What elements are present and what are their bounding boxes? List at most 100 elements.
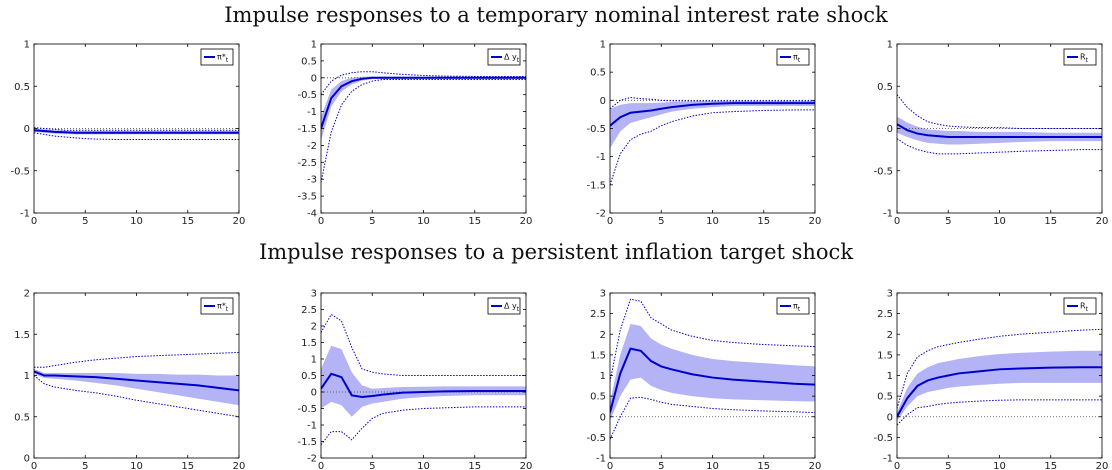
x-tick-label: 15 bbox=[181, 461, 194, 470]
x-tick-label: 20 bbox=[233, 216, 246, 227]
legend: Rt bbox=[1063, 297, 1097, 315]
irf-panel-r1c4: 0 5 10 15 20 -1 -0.5 0 0.5 1 Rt bbox=[873, 40, 1108, 228]
y-tick-label: 0.5 bbox=[590, 68, 606, 79]
y-tick-label: 2.5 bbox=[301, 305, 317, 316]
y-tick-label: 3 bbox=[311, 289, 317, 300]
legend-label: π*t bbox=[217, 53, 229, 65]
y-tick-label: 1.5 bbox=[301, 338, 317, 349]
y-tick-label: 0.5 bbox=[14, 412, 30, 423]
median-response-line bbox=[610, 347, 815, 413]
x-tick-label: 5 bbox=[658, 216, 664, 227]
x-tick-label: 15 bbox=[757, 461, 770, 470]
legend-label: Δ yt bbox=[504, 53, 520, 65]
x-tick-label: 10 bbox=[130, 461, 143, 470]
y-tick-label: 2.5 bbox=[590, 309, 606, 320]
legend-box bbox=[1063, 48, 1097, 66]
y-tick-label: -3 bbox=[307, 175, 317, 186]
y-tick-label: 0 bbox=[24, 454, 30, 465]
legend: π*t bbox=[200, 48, 234, 66]
band-90-upper-line bbox=[321, 313, 526, 376]
irf-panel-r2c1: 0 5 10 15 20 0 0.5 1 1.5 2 π*t bbox=[14, 289, 245, 470]
x-tick-label: 10 bbox=[417, 461, 430, 470]
median-response-line bbox=[321, 372, 526, 398]
x-tick-label: 5 bbox=[945, 216, 951, 227]
x-tick-label: 20 bbox=[1096, 461, 1109, 470]
legend-label: πt bbox=[793, 302, 801, 314]
y-tick-label: 0.5 bbox=[877, 392, 893, 403]
legend-box bbox=[200, 48, 234, 66]
y-tick-label: -0.5 bbox=[10, 166, 30, 177]
credible-band-68 bbox=[610, 100, 815, 149]
band-90-lower-line bbox=[610, 396, 815, 440]
axes-box bbox=[609, 43, 816, 214]
y-tick-label: -2 bbox=[307, 141, 317, 152]
y-tick-label: 2 bbox=[600, 330, 606, 341]
y-tick-label: 1.5 bbox=[877, 350, 893, 361]
y-tick-label: 0 bbox=[600, 96, 606, 107]
y-tick-label: 0 bbox=[24, 124, 30, 135]
band-90-upper-line bbox=[610, 298, 815, 382]
axes-box bbox=[320, 43, 527, 214]
band-90-upper-line bbox=[34, 351, 239, 368]
y-tick-label: 1 bbox=[600, 371, 606, 382]
x-tick-label: 5 bbox=[945, 461, 951, 470]
credible-band-68 bbox=[34, 368, 239, 406]
x-tick-label: 15 bbox=[1044, 461, 1057, 470]
x-tick-label: 20 bbox=[809, 216, 822, 227]
x-tick-label: 10 bbox=[993, 216, 1006, 227]
x-tick-label: 10 bbox=[130, 216, 143, 227]
legend-box bbox=[487, 297, 521, 315]
legend: πt bbox=[776, 297, 810, 315]
y-tick-label: -1.5 bbox=[297, 437, 317, 448]
y-tick-label: -0.5 bbox=[297, 404, 317, 415]
x-tick-label: 5 bbox=[82, 216, 88, 227]
y-tick-label: -0.5 bbox=[873, 166, 893, 177]
y-tick-label: -4 bbox=[307, 209, 317, 220]
y-tick-label: 0.5 bbox=[14, 82, 30, 93]
y-tick-label: -1 bbox=[883, 454, 893, 465]
median-response-line bbox=[34, 129, 239, 134]
legend-label: π*t bbox=[217, 302, 229, 314]
y-tick-label: 0 bbox=[311, 73, 317, 84]
x-tick-label: 0 bbox=[894, 461, 900, 470]
y-tick-label: -1 bbox=[20, 209, 30, 220]
y-tick-label: -2 bbox=[596, 209, 606, 220]
band-90-lower-line bbox=[897, 138, 1102, 155]
legend-box bbox=[487, 48, 521, 66]
band-90-upper-line bbox=[610, 97, 815, 110]
legend-box bbox=[776, 297, 810, 315]
legend-box bbox=[776, 48, 810, 66]
y-tick-label: 1.5 bbox=[14, 330, 30, 341]
x-tick-label: 15 bbox=[468, 216, 481, 227]
y-tick-label: -1 bbox=[596, 152, 606, 163]
y-tick-label: 0.5 bbox=[301, 371, 317, 382]
x-tick-label: 0 bbox=[607, 461, 613, 470]
legend: π*t bbox=[200, 297, 234, 315]
irf-panel-r1c1: 0 5 10 15 20 -1 -0.5 0 0.5 1 π*t bbox=[10, 40, 245, 228]
x-tick-label: 15 bbox=[757, 216, 770, 227]
y-tick-label: 1 bbox=[887, 371, 893, 382]
y-tick-label: -0.5 bbox=[297, 90, 317, 101]
credible-band-68 bbox=[321, 345, 526, 417]
legend-label: πt bbox=[793, 53, 801, 65]
x-tick-label: 10 bbox=[417, 216, 430, 227]
credible-band-68 bbox=[897, 350, 1102, 421]
x-tick-label: 20 bbox=[809, 461, 822, 470]
legend: πt bbox=[776, 48, 810, 66]
y-tick-label: 2 bbox=[311, 322, 317, 333]
median-response-line bbox=[897, 366, 1102, 418]
x-tick-label: 20 bbox=[1096, 216, 1109, 227]
x-tick-label: 15 bbox=[468, 461, 481, 470]
x-tick-label: 0 bbox=[318, 216, 324, 227]
row1-title: Impulse responses to a temporary nominal… bbox=[224, 3, 888, 27]
legend: Δ yt bbox=[487, 297, 521, 315]
irf-panel-r2c2: 0 5 10 15 20 -2 -1.5 -1 -0.5 0 0.5 1 1.5 2 2.5 3 Δ yt bbox=[297, 289, 532, 470]
band-90-upper-line bbox=[321, 71, 526, 96]
y-tick-label: 2 bbox=[24, 289, 30, 300]
irf-panel-r2c4: 0 5 10 15 20 -1 -0.5 0 0.5 1 1.5 2 2.5 3 Rt bbox=[873, 289, 1108, 470]
y-tick-label: 1 bbox=[600, 40, 606, 51]
y-tick-label: 0 bbox=[887, 412, 893, 423]
legend: Rt bbox=[1063, 48, 1097, 66]
x-tick-label: 0 bbox=[318, 461, 324, 470]
